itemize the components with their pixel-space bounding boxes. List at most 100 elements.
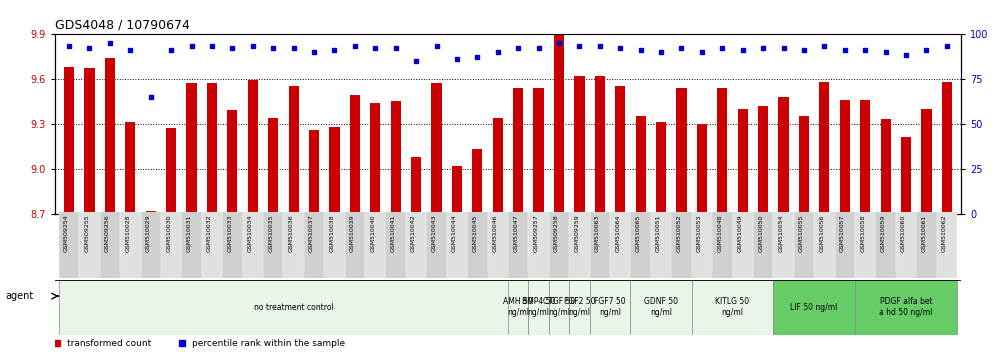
Bar	[758, 106, 768, 214]
Text: GSM510057: GSM510057	[840, 215, 845, 252]
Bar	[371, 103, 380, 214]
Bar	[385, 212, 406, 278]
Bar	[616, 86, 625, 214]
Bar	[411, 157, 421, 214]
Bar	[901, 137, 911, 214]
Text: GSM510036: GSM510036	[289, 215, 294, 252]
Bar	[59, 212, 80, 278]
Text: GSM510047: GSM510047	[513, 215, 518, 252]
Bar	[304, 212, 325, 278]
Bar	[840, 100, 850, 214]
Bar	[406, 212, 426, 278]
Bar	[472, 149, 482, 214]
Bar	[732, 212, 753, 278]
Bar	[330, 127, 340, 214]
Text: GSM510051: GSM510051	[656, 215, 661, 252]
Bar	[549, 212, 569, 278]
Bar	[534, 88, 544, 214]
Text: PDGF alfa bet
a hd 50 ng/ml: PDGF alfa bet a hd 50 ng/ml	[879, 297, 932, 317]
Bar	[635, 116, 645, 214]
Bar	[493, 118, 503, 214]
Text: GSM510028: GSM510028	[125, 215, 130, 252]
Bar	[145, 211, 155, 214]
Bar	[426, 212, 447, 278]
Bar	[222, 212, 243, 278]
Bar	[656, 122, 666, 214]
Bar	[121, 212, 140, 278]
Bar	[140, 212, 161, 278]
Bar	[467, 212, 488, 278]
Text: GSM509257: GSM509257	[534, 215, 539, 252]
Text: GSM510040: GSM510040	[371, 215, 375, 252]
Bar	[186, 83, 196, 214]
Text: GSM509259: GSM509259	[575, 215, 580, 252]
Text: GSM510033: GSM510033	[227, 215, 232, 252]
Bar	[753, 212, 773, 278]
Bar	[350, 95, 360, 214]
Text: GDS4048 / 10790674: GDS4048 / 10790674	[55, 18, 189, 31]
Text: GSM510059: GSM510059	[880, 215, 885, 252]
Text: GSM510045: GSM510045	[472, 215, 477, 252]
Bar	[794, 212, 814, 278]
Text: GSM510032: GSM510032	[207, 215, 212, 252]
Bar	[676, 88, 686, 214]
Bar	[508, 212, 528, 278]
Text: GSM510043: GSM510043	[431, 215, 436, 252]
Bar	[590, 280, 630, 335]
Text: GSM510052: GSM510052	[676, 215, 681, 252]
Text: BMP4 50
ng/ml: BMP4 50 ng/ml	[522, 297, 555, 317]
Bar	[263, 212, 284, 278]
Bar	[202, 212, 222, 278]
Bar	[590, 212, 610, 278]
Bar	[773, 212, 794, 278]
Bar	[671, 212, 691, 278]
Bar	[488, 212, 508, 278]
Bar	[738, 109, 748, 214]
Bar	[554, 35, 564, 214]
Bar	[181, 212, 202, 278]
Bar	[85, 68, 95, 214]
Bar	[513, 88, 523, 214]
Bar	[166, 129, 176, 214]
Bar	[447, 212, 467, 278]
Text: GSM510034: GSM510034	[248, 215, 253, 252]
Text: GSM510031: GSM510031	[186, 215, 191, 252]
Bar	[936, 212, 957, 278]
Bar	[610, 212, 630, 278]
Text: GSM510030: GSM510030	[166, 215, 171, 252]
Bar	[569, 212, 590, 278]
Bar	[569, 280, 590, 335]
Text: GSM509256: GSM509256	[105, 215, 110, 252]
Text: GSM510065: GSM510065	[635, 215, 640, 252]
Bar	[861, 100, 871, 214]
Text: GSM510060: GSM510060	[901, 215, 906, 252]
Bar	[855, 280, 957, 335]
Text: AMH 50
ng/ml: AMH 50 ng/ml	[503, 297, 533, 317]
Text: GSM510061: GSM510061	[921, 215, 926, 252]
Bar	[161, 212, 181, 278]
Bar	[80, 212, 100, 278]
Bar	[595, 76, 605, 214]
Bar	[773, 280, 855, 335]
Text: GSM510035: GSM510035	[268, 215, 273, 252]
Text: GSM509254: GSM509254	[64, 215, 69, 252]
Text: GSM510055: GSM510055	[799, 215, 804, 252]
Bar	[650, 212, 671, 278]
Bar	[309, 130, 319, 214]
Bar	[105, 58, 115, 214]
Bar	[779, 97, 789, 214]
Text: GSM510062: GSM510062	[942, 215, 947, 252]
Text: GSM510054: GSM510054	[779, 215, 784, 252]
Bar	[799, 116, 809, 214]
Bar	[284, 212, 304, 278]
Bar	[528, 212, 549, 278]
Bar	[243, 212, 263, 278]
Text: GDNF 50
ng/ml: GDNF 50 ng/ml	[644, 297, 678, 317]
Bar	[227, 110, 237, 214]
Text: KITLG 50
ng/ml: KITLG 50 ng/ml	[715, 297, 750, 317]
Bar	[528, 280, 549, 335]
Text: GSM510064: GSM510064	[616, 215, 621, 252]
Bar	[717, 88, 727, 214]
Bar	[921, 109, 931, 214]
Text: LIF 50 ng/ml: LIF 50 ng/ml	[791, 303, 838, 312]
